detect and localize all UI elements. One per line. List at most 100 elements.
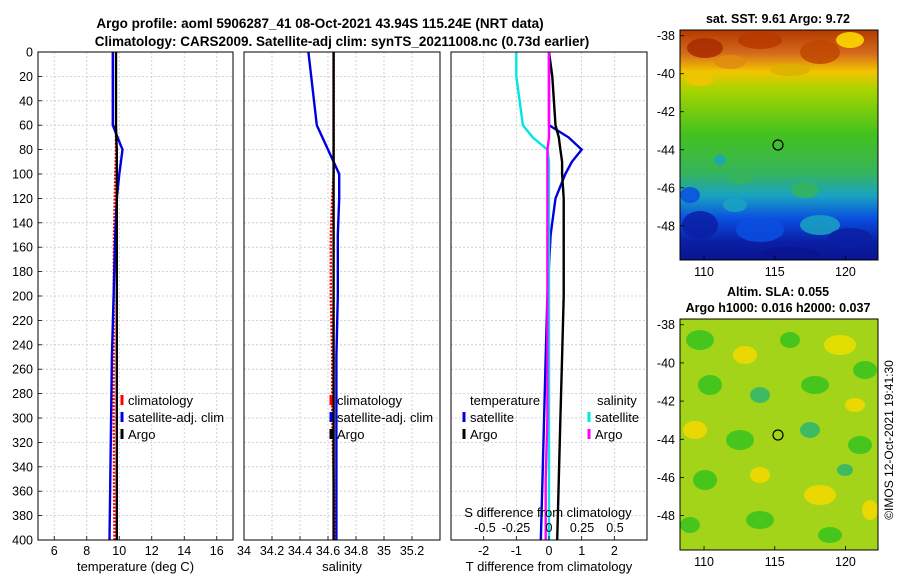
sla-texture-patch xyxy=(824,335,856,355)
sst-map-title: sat. SST: 9.61 Argo: 9.72 xyxy=(706,12,850,26)
sla-texture-patch xyxy=(680,517,700,533)
sst-map-frame xyxy=(679,29,879,261)
legend-label: Argo xyxy=(128,427,155,442)
axes-frame xyxy=(243,51,441,541)
series-group xyxy=(307,52,341,540)
map-y-tick-label: -38 xyxy=(657,29,675,43)
sla-argo-marker xyxy=(772,429,784,441)
sla-texture-patch xyxy=(683,421,707,439)
sla-texture-patch xyxy=(853,361,877,379)
sla-texture-patch xyxy=(818,527,842,543)
s-tick-label: 0.25 xyxy=(570,521,594,535)
map-x-tick-label: 115 xyxy=(765,265,785,279)
sla-texture-patch xyxy=(845,398,865,412)
sla-texture-patch xyxy=(686,330,714,350)
sla-texture-patch xyxy=(750,387,770,403)
y-tick-label: 100 xyxy=(12,168,33,182)
sst-texture-patch xyxy=(723,198,747,212)
sst-texture-patch xyxy=(728,172,752,184)
sla-texture-patch xyxy=(848,436,872,454)
sla-texture-patch xyxy=(733,346,757,364)
s-tick-label: -0.5 xyxy=(474,521,496,535)
x-tick-label: -2 xyxy=(478,544,489,558)
map-y-tick-label: -44 xyxy=(657,433,675,447)
legend-header: temperature xyxy=(470,393,540,408)
sst-texture-patch xyxy=(714,155,726,165)
series-group xyxy=(515,52,584,540)
sst-texture-patch xyxy=(836,32,864,48)
sla-texture-patch xyxy=(698,375,722,395)
y-tick-label: 260 xyxy=(12,363,33,377)
y-tick-label: 60 xyxy=(19,119,33,133)
legend-label: Argo xyxy=(470,427,497,442)
map-x-tick-label: 120 xyxy=(835,555,856,569)
sla-map: Altim. SLA: 0.055 Argo h1000: 0.016 h200… xyxy=(657,285,879,569)
sst-texture-patch xyxy=(770,64,810,76)
x-axis-label: salinity xyxy=(322,559,362,574)
sst-texture-patch xyxy=(686,74,714,86)
legend-label: Argo xyxy=(595,427,622,442)
sst-texture-patch xyxy=(760,247,820,260)
s-axis-label: S difference from climatology xyxy=(464,505,632,520)
sst-patches xyxy=(680,31,872,260)
sst-map-ticks: -38 -40 -42 -44 -46 -48 110 115 120 xyxy=(657,29,856,279)
map-y-tick-label: -38 xyxy=(657,318,675,332)
sla-texture-patch xyxy=(862,500,878,520)
sla-texture-patch xyxy=(750,467,770,483)
x-tick-label: 34 xyxy=(237,544,251,558)
sla-texture-patch xyxy=(746,511,774,529)
map-y-tick-label: -44 xyxy=(657,143,675,157)
sst-texture-patch xyxy=(800,40,840,64)
y-tick-label: 200 xyxy=(12,290,33,304)
x-tick-label: -1 xyxy=(511,544,522,558)
y-tick-label: 140 xyxy=(12,216,33,230)
x-tick-label: 34.4 xyxy=(288,544,312,558)
sst-texture-patch xyxy=(800,215,840,235)
map-y-tick-label: -42 xyxy=(657,105,675,119)
x-axis-label: T difference from climatology xyxy=(466,559,633,574)
sla-texture-patch xyxy=(804,485,836,505)
y-tick-label: 180 xyxy=(12,265,33,279)
legend-label: satellite xyxy=(470,410,514,425)
x-tick-label: 34.2 xyxy=(260,544,284,558)
map-y-tick-label: -48 xyxy=(657,509,675,523)
legend-label: climatology xyxy=(128,393,194,408)
series-line-satellite xyxy=(307,52,341,540)
map-y-tick-label: -46 xyxy=(657,181,675,195)
map-y-tick-label: -48 xyxy=(657,219,675,233)
s-tick-label: -0.25 xyxy=(502,521,531,535)
series-line-argo_salinity xyxy=(544,52,551,540)
imos-timestamp: ©IMOS 12-Oct-2021 19:41:30 xyxy=(882,360,896,520)
sst-texture-patch xyxy=(687,38,723,58)
sst-texture-patch xyxy=(680,187,700,203)
legend-label: satellite xyxy=(595,410,639,425)
s-tick-label: 0.5 xyxy=(606,521,623,535)
map-y-tick-label: -40 xyxy=(657,356,675,370)
sst-texture-patch xyxy=(828,228,872,248)
sla-texture-patch xyxy=(693,470,717,490)
x-axis-label: temperature (deg C) xyxy=(77,559,194,574)
sst-texture-patch xyxy=(736,218,784,242)
sla-map-title1: Altim. SLA: 0.055 xyxy=(727,285,829,299)
legend-label: climatology xyxy=(337,393,403,408)
sst-argo-marker xyxy=(772,139,784,151)
y-tick-label: 320 xyxy=(12,436,33,450)
salinity-panel: 34 34.2 34.4 34.6 34.8 35 35.2 salinity climatol… xyxy=(237,51,441,574)
figure-title-line1: Argo profile: aoml 5906287_41 08-Oct-202… xyxy=(96,16,543,31)
sst-texture-patch xyxy=(714,55,746,69)
sla-texture-patch xyxy=(801,376,829,394)
y-tick-label: 80 xyxy=(19,143,33,157)
y-tick-label: 20 xyxy=(19,70,33,84)
sst-texture-patch xyxy=(738,31,782,49)
series-line-satellite xyxy=(108,52,124,540)
sla-map-frame xyxy=(679,318,879,551)
x-tick-label: 2 xyxy=(611,544,618,558)
sst-texture-patch xyxy=(682,211,718,239)
sla-texture-patch xyxy=(800,422,820,438)
y-tick-label: 400 xyxy=(12,534,33,548)
figure-title-line2: Climatology: CARS2009. Satellite-adj cli… xyxy=(95,34,589,49)
series-line-argo xyxy=(547,52,565,540)
map-x-tick-label: 115 xyxy=(765,555,785,569)
x-tick-label: 12 xyxy=(145,544,159,558)
